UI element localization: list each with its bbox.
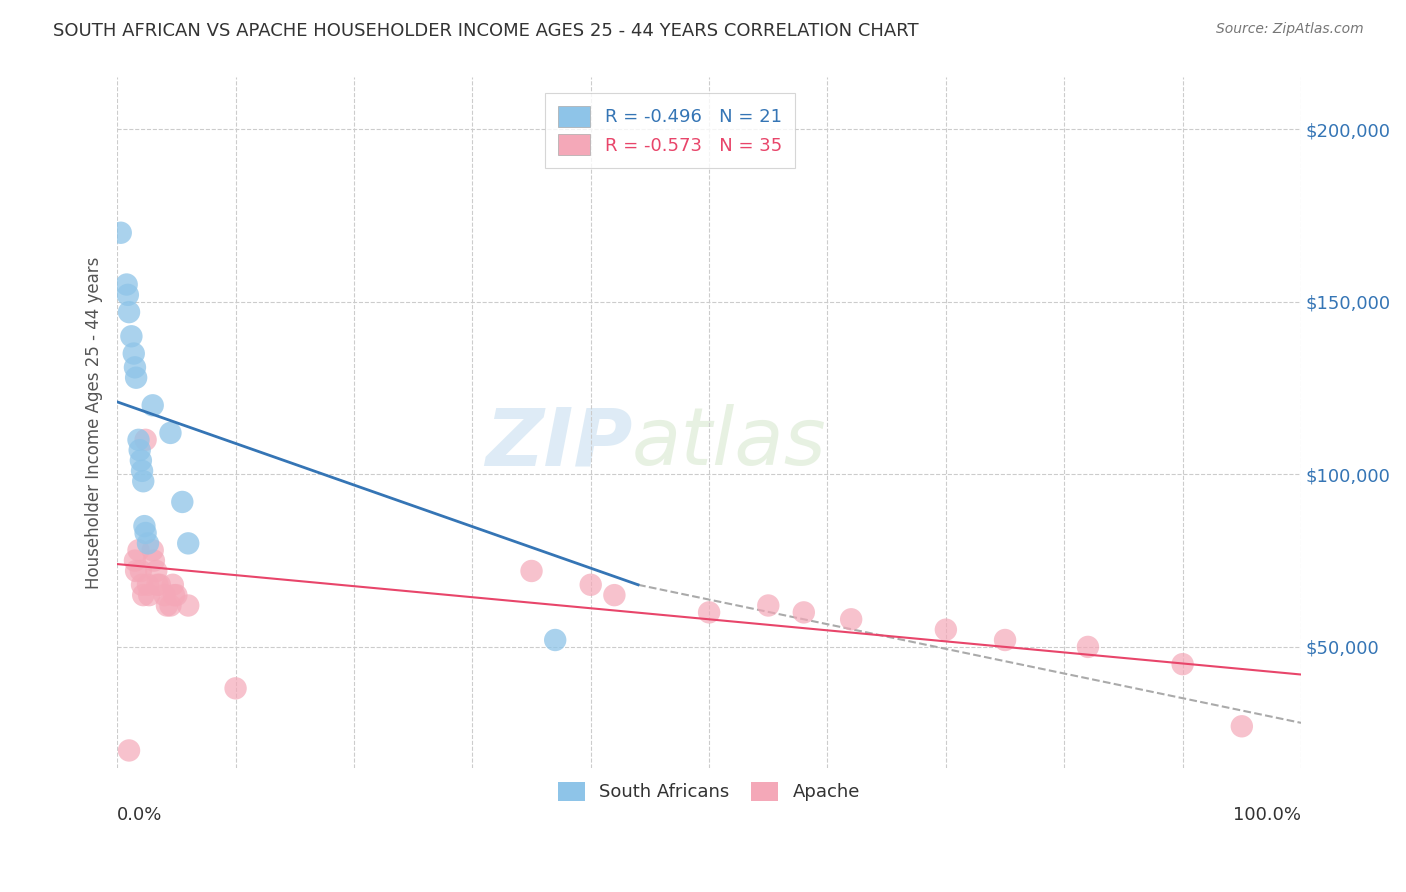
Point	[149, 578, 172, 592]
Point	[793, 606, 815, 620]
Point	[135, 526, 157, 541]
Point	[994, 632, 1017, 647]
Point	[159, 425, 181, 440]
Point	[159, 599, 181, 613]
Point	[146, 578, 169, 592]
Point	[142, 398, 165, 412]
Point	[132, 588, 155, 602]
Point	[172, 495, 194, 509]
Point	[165, 588, 187, 602]
Point	[136, 536, 159, 550]
Point	[935, 623, 957, 637]
Point	[132, 475, 155, 489]
Point	[1077, 640, 1099, 654]
Point	[1171, 657, 1194, 672]
Point	[142, 543, 165, 558]
Point	[115, 277, 138, 292]
Point	[131, 464, 153, 478]
Point	[225, 681, 247, 696]
Point	[138, 588, 160, 602]
Point	[131, 578, 153, 592]
Point	[124, 360, 146, 375]
Text: 100.0%: 100.0%	[1233, 805, 1301, 823]
Text: atlas: atlas	[633, 404, 827, 483]
Point	[128, 443, 150, 458]
Point	[120, 329, 142, 343]
Point	[128, 433, 150, 447]
Point	[110, 226, 132, 240]
Point	[124, 554, 146, 568]
Point	[135, 433, 157, 447]
Point	[603, 588, 626, 602]
Point	[122, 346, 145, 360]
Point	[136, 578, 159, 592]
Point	[128, 543, 150, 558]
Point	[153, 588, 176, 602]
Y-axis label: Householder Income Ages 25 - 44 years: Householder Income Ages 25 - 44 years	[86, 256, 103, 589]
Point	[1230, 719, 1253, 733]
Point	[129, 564, 152, 578]
Point	[134, 519, 156, 533]
Point	[520, 564, 543, 578]
Point	[544, 632, 567, 647]
Text: Source: ZipAtlas.com: Source: ZipAtlas.com	[1216, 22, 1364, 37]
Point	[163, 588, 186, 602]
Point	[129, 453, 152, 467]
Point	[125, 564, 148, 578]
Point	[156, 599, 179, 613]
Point	[145, 564, 167, 578]
Text: SOUTH AFRICAN VS APACHE HOUSEHOLDER INCOME AGES 25 - 44 YEARS CORRELATION CHART: SOUTH AFRICAN VS APACHE HOUSEHOLDER INCO…	[53, 22, 920, 40]
Point	[162, 578, 184, 592]
Point	[697, 606, 720, 620]
Point	[142, 554, 165, 568]
Point	[839, 612, 862, 626]
Point	[177, 536, 200, 550]
Point	[177, 599, 200, 613]
Legend: South Africans, Apache: South Africans, Apache	[548, 773, 869, 811]
Point	[118, 305, 141, 319]
Point	[118, 743, 141, 757]
Point	[579, 578, 602, 592]
Text: 0.0%: 0.0%	[117, 805, 163, 823]
Text: ZIP: ZIP	[485, 404, 633, 483]
Point	[756, 599, 779, 613]
Point	[117, 288, 139, 302]
Point	[125, 370, 148, 384]
